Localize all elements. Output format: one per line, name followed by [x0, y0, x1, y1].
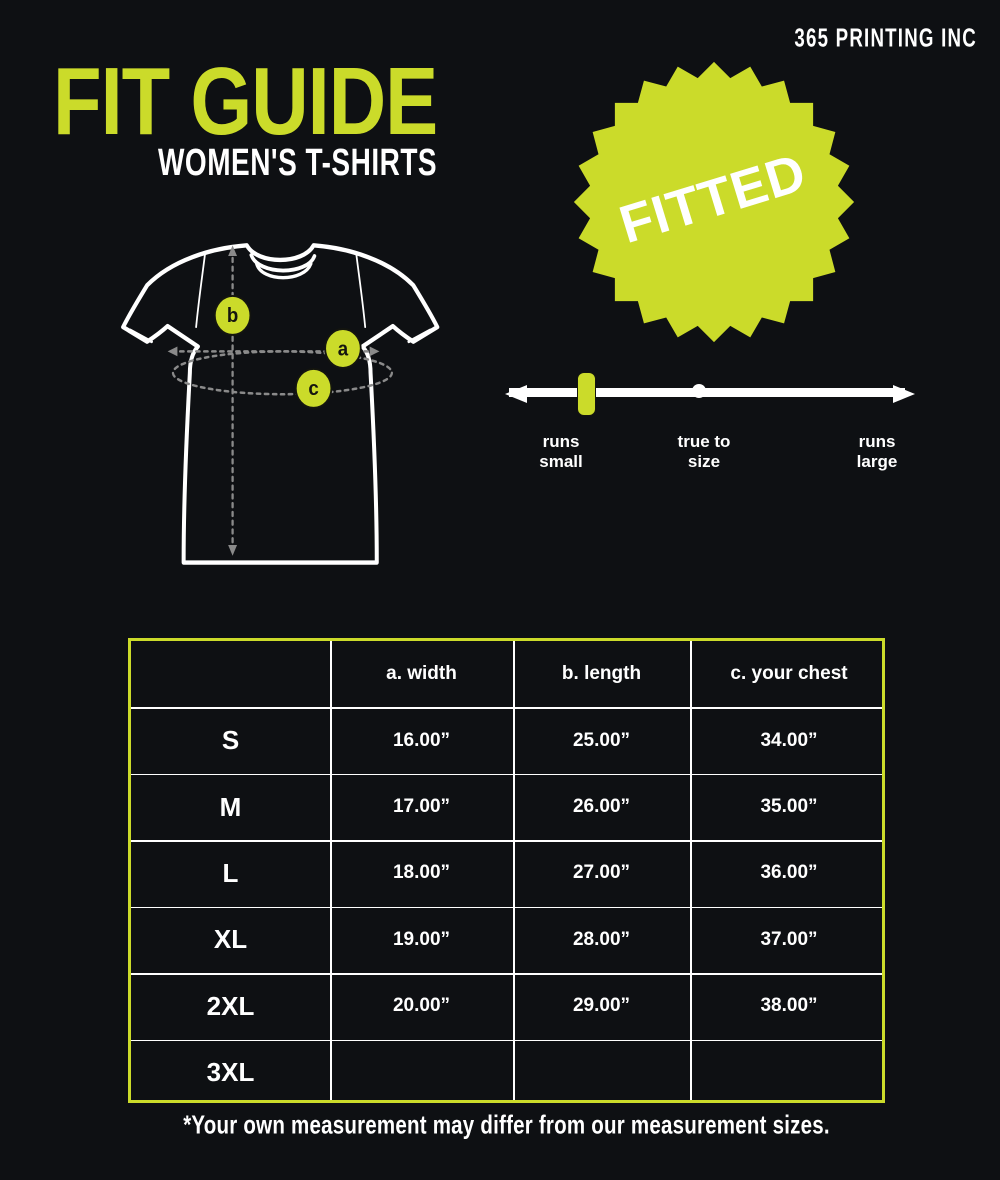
svg-text:c: c: [308, 377, 318, 400]
svg-text:b: b: [227, 304, 238, 327]
svg-text:a: a: [338, 338, 349, 361]
